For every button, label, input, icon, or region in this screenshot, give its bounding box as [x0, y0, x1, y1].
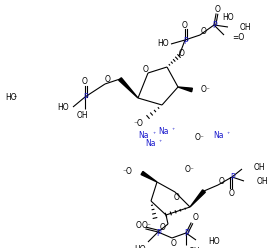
Text: O⁻: O⁻: [142, 221, 152, 230]
Text: O: O: [160, 222, 166, 231]
Text: OH: OH: [254, 162, 266, 172]
Text: -: -: [14, 93, 17, 101]
Text: OH: OH: [257, 178, 268, 186]
Text: ⁺: ⁺: [153, 131, 156, 136]
Polygon shape: [141, 171, 157, 182]
Polygon shape: [178, 87, 192, 92]
Text: P: P: [157, 228, 161, 238]
Text: OH: OH: [240, 23, 252, 31]
Text: HO: HO: [222, 12, 234, 22]
Polygon shape: [119, 78, 138, 98]
Text: HO: HO: [134, 245, 146, 248]
Text: Na: Na: [213, 130, 224, 139]
Text: O: O: [143, 64, 149, 73]
Text: O: O: [182, 21, 188, 30]
Text: O: O: [229, 189, 235, 198]
Text: O: O: [105, 75, 111, 85]
Text: Na: Na: [158, 127, 169, 136]
Text: HO: HO: [57, 102, 69, 112]
Text: O: O: [174, 193, 180, 203]
Text: O: O: [215, 4, 221, 13]
Polygon shape: [190, 190, 205, 207]
Text: P: P: [185, 229, 189, 239]
Text: Na: Na: [138, 130, 148, 139]
Text: ⁺: ⁺: [227, 131, 230, 136]
Text: O: O: [219, 177, 225, 186]
Text: P: P: [231, 174, 235, 183]
Text: =O: =O: [232, 32, 244, 41]
Text: O⁻: O⁻: [185, 165, 195, 175]
Text: O: O: [201, 27, 207, 35]
Text: HO: HO: [157, 39, 169, 49]
Text: P: P: [84, 93, 88, 102]
Text: HO: HO: [5, 93, 17, 101]
Text: P: P: [184, 36, 188, 45]
Text: O⁻: O⁻: [195, 133, 205, 143]
Text: HO: HO: [208, 238, 219, 247]
Text: ⁺: ⁺: [172, 128, 175, 133]
Text: O: O: [136, 221, 142, 230]
Text: ⁺: ⁺: [159, 139, 162, 145]
Text: OH: OH: [189, 247, 201, 248]
Text: O: O: [193, 214, 199, 222]
Text: O: O: [171, 239, 177, 248]
Text: O⁻: O⁻: [201, 86, 211, 94]
Text: ⁻O: ⁻O: [122, 166, 132, 176]
Text: P: P: [213, 22, 217, 31]
Text: ⁻O: ⁻O: [133, 120, 143, 128]
Text: Na: Na: [145, 138, 155, 148]
Text: OH: OH: [76, 111, 88, 120]
Text: O: O: [179, 49, 185, 58]
Text: O: O: [82, 77, 88, 87]
